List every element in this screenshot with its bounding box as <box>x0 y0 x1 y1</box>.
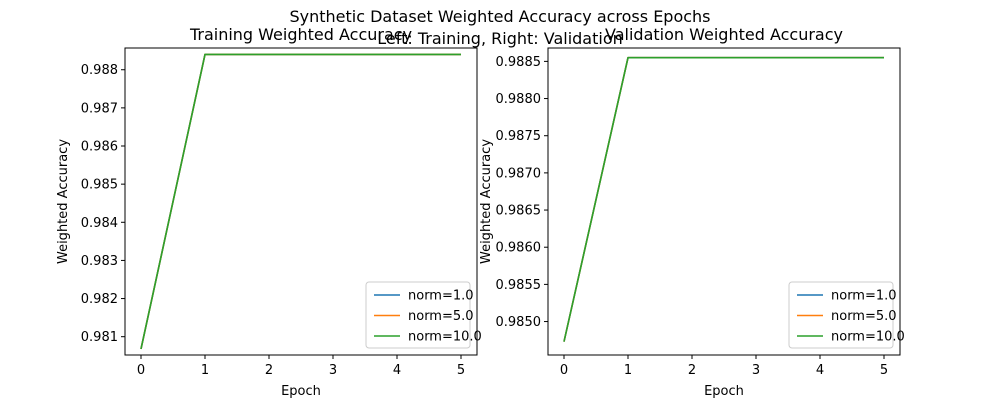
training-series-line-3 <box>140 53 461 350</box>
training-chart-title: Training Weighted Accuracy <box>189 25 412 44</box>
training-y-tick-label: 0.981 <box>81 330 118 345</box>
validation-x-axis-label: Epoch <box>704 384 744 399</box>
training-y-tick-label: 0.982 <box>81 292 118 307</box>
training-legend-label-2: norm=5.0 <box>408 309 474 324</box>
validation-x-tick-label: 1 <box>624 363 632 378</box>
validation-y-tick-label: 0.9855 <box>496 278 542 293</box>
training-x-tick-label: 0 <box>137 363 145 378</box>
validation-y-tick-label: 0.9850 <box>496 315 542 330</box>
validation-y-tick-label: 0.9875 <box>496 129 542 144</box>
validation-x-tick-label: 2 <box>688 363 696 378</box>
validation-axes-frame <box>547 47 901 356</box>
validation-y-tick-label: 0.9870 <box>496 166 542 181</box>
training-x-tick-label: 2 <box>265 363 273 378</box>
training-axes-frame <box>124 47 478 356</box>
training-y-tick-label: 0.986 <box>81 140 118 155</box>
training-legend-label-3: norm=10.0 <box>408 330 482 345</box>
validation-y-axis-label: Weighted Accuracy <box>479 139 494 264</box>
figure-title-line1: Synthetic Dataset Weighted Accuracy acro… <box>289 7 710 26</box>
validation-x-tick-label: 5 <box>880 363 888 378</box>
validation-series-line-3 <box>563 56 884 342</box>
validation-legend-label-3: norm=10.0 <box>831 330 905 345</box>
training-accuracy-chart: Training Weighted Accuracy 0 1 2 3 4 5 0.981 0.9… <box>56 25 482 399</box>
training-legend-box <box>365 281 471 349</box>
training-y-tick-label: 0.984 <box>81 216 118 231</box>
validation-legend-box <box>788 281 894 349</box>
validation-y-tick-label: 0.9860 <box>496 241 542 256</box>
training-x-tick-label: 4 <box>393 363 401 378</box>
training-x-tick-label: 5 <box>457 363 465 378</box>
validation-legend-label-2: norm=5.0 <box>831 309 897 324</box>
training-y-tick-label: 0.983 <box>81 254 118 269</box>
training-x-tick-label: 1 <box>201 363 209 378</box>
validation-y-tick-label: 0.9880 <box>496 92 542 107</box>
validation-x-tick-label: 0 <box>560 363 568 378</box>
training-x-axis-label: Epoch <box>281 384 321 399</box>
validation-legend-label-1: norm=1.0 <box>831 289 897 304</box>
training-legend-label-1: norm=1.0 <box>408 289 474 304</box>
training-y-tick-label: 0.987 <box>81 101 118 116</box>
training-x-tick-label: 3 <box>329 363 337 378</box>
validation-x-tick-label: 3 <box>752 363 760 378</box>
validation-chart-title: Validation Weighted Accuracy <box>605 25 843 44</box>
validation-x-tick-label: 4 <box>816 363 824 378</box>
training-y-tick-label: 0.988 <box>81 63 118 78</box>
validation-y-tick-label: 0.9865 <box>496 204 542 219</box>
figure-title-line2: Left: Training, Right: Validation <box>377 29 623 48</box>
validation-y-tick-label: 0.9885 <box>496 55 542 70</box>
training-y-tick-label: 0.985 <box>81 178 118 193</box>
training-y-axis-label: Weighted Accuracy <box>56 139 71 264</box>
validation-accuracy-chart: Validation Weighted Accuracy 0 1 2 3 4 5 0.9850… <box>479 25 905 399</box>
